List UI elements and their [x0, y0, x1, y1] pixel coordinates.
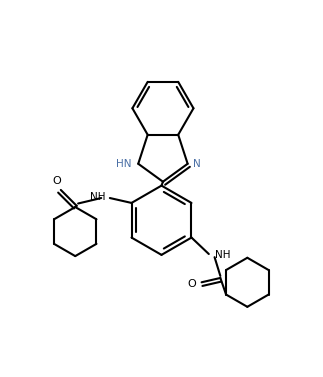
- Text: HN: HN: [116, 159, 131, 169]
- Text: NH: NH: [214, 250, 230, 260]
- Text: O: O: [187, 279, 196, 289]
- Text: NH: NH: [90, 192, 106, 202]
- Text: O: O: [52, 176, 61, 185]
- Text: N: N: [193, 159, 201, 169]
